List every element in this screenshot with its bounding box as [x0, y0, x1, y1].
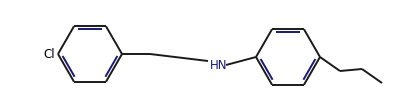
Text: HN: HN: [210, 58, 227, 71]
Text: Cl: Cl: [44, 48, 55, 60]
